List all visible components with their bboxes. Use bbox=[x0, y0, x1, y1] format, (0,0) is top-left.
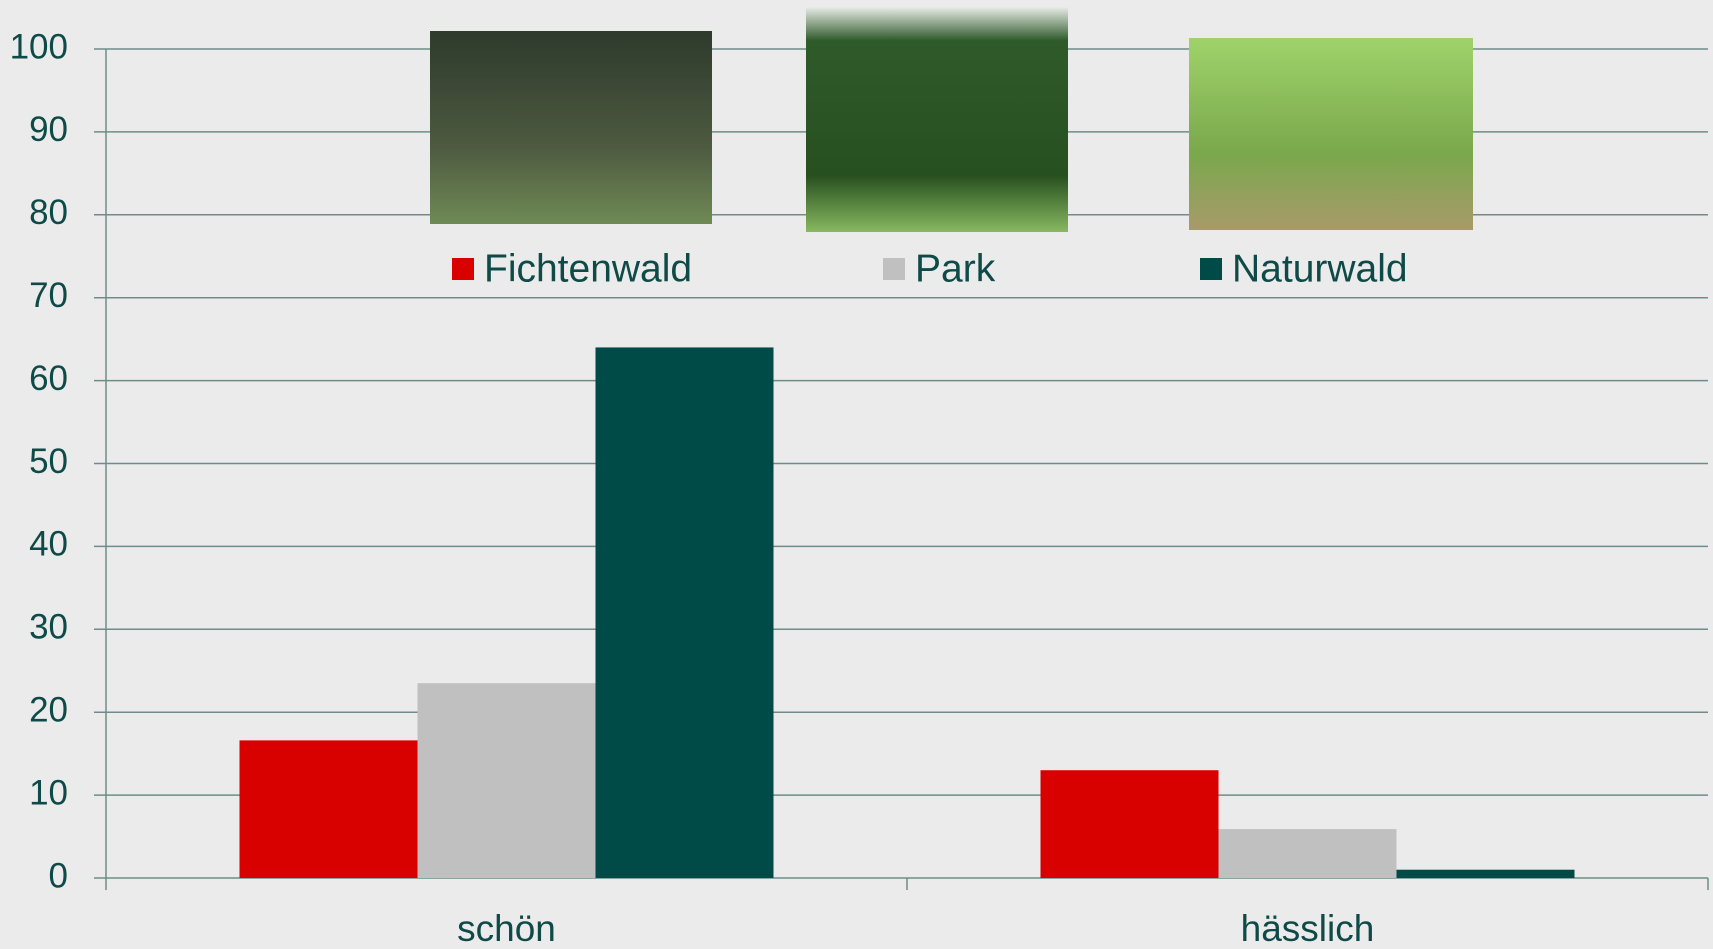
photo-park bbox=[806, 7, 1068, 232]
bar bbox=[1218, 829, 1397, 878]
y-tick-label: 80 bbox=[29, 193, 68, 232]
x-tick-label: schön bbox=[457, 908, 556, 949]
y-tick-label: 90 bbox=[29, 110, 68, 149]
y-tick-label: 50 bbox=[29, 442, 68, 481]
legend: Fichtenwald Park Naturwald bbox=[452, 247, 1408, 290]
bars bbox=[239, 347, 1575, 878]
y-tick-label: 60 bbox=[29, 359, 68, 398]
legend-swatch bbox=[1200, 258, 1222, 280]
bar bbox=[417, 683, 596, 878]
bar bbox=[1040, 770, 1219, 878]
photo-naturwald bbox=[1189, 38, 1473, 230]
legend-label: Park bbox=[915, 247, 996, 290]
y-tick-label: 30 bbox=[29, 608, 68, 647]
legend-swatch bbox=[452, 258, 474, 280]
bar bbox=[595, 347, 774, 878]
y-tick-label: 10 bbox=[29, 773, 68, 812]
y-tick-label: 40 bbox=[29, 525, 68, 564]
y-tick-label: 20 bbox=[29, 690, 68, 729]
grid: 0 10 20 30 40 50 60 70 80 90 100 schön hässlich bbox=[10, 27, 1709, 949]
y-tick-label: 0 bbox=[49, 856, 68, 895]
legend-label: Fichtenwald bbox=[484, 247, 692, 290]
legend-label: Naturwald bbox=[1232, 247, 1408, 290]
y-tick-label: 70 bbox=[29, 276, 68, 315]
legend-swatch bbox=[883, 258, 905, 280]
y-tick-label: 100 bbox=[10, 27, 68, 66]
bar bbox=[239, 740, 418, 878]
photo-fichtenwald bbox=[430, 31, 712, 224]
x-tick-label: hässlich bbox=[1241, 908, 1375, 949]
bar bbox=[1396, 869, 1575, 878]
